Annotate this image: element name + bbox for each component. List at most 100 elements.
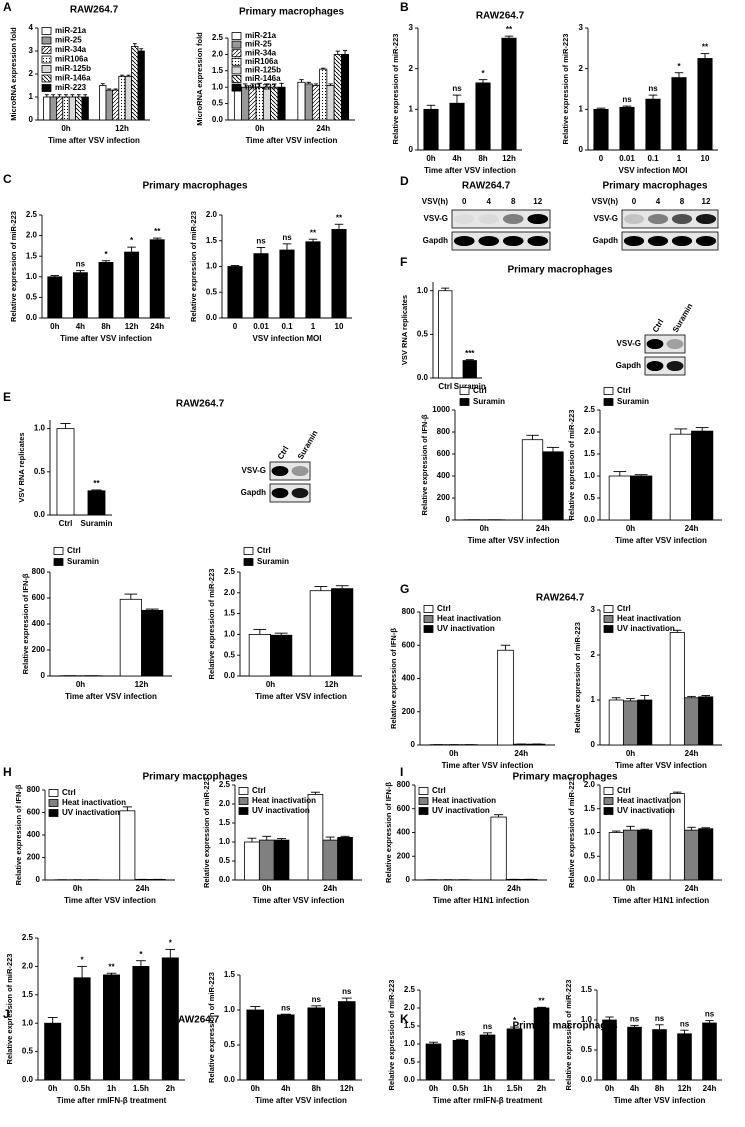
- y-tick-label: 200: [437, 493, 451, 502]
- legend-label: UV inactivation: [617, 806, 675, 815]
- bar: [246, 1009, 265, 1081]
- y-tick-label: 800: [32, 567, 46, 576]
- blot-band: [671, 235, 693, 247]
- x-tick-label: 0h: [73, 884, 82, 893]
- x-tick-label: 0: [599, 154, 604, 163]
- y-axis-label: Relative expression of IFN-β: [384, 782, 393, 883]
- blot-column-header: VSV(h): [592, 197, 619, 206]
- x-tick-label: 8h: [312, 1084, 321, 1093]
- y-axis-label: Relative expression of IFN-β: [389, 628, 398, 729]
- blot-column-header: VSV(h): [422, 197, 449, 206]
- y-tick-label: 1.5: [404, 1021, 416, 1030]
- bar: [698, 828, 714, 881]
- y-tick-label: 1.5: [212, 66, 224, 75]
- y-tick-label: 1.5: [22, 990, 34, 999]
- bar: [227, 266, 243, 319]
- bar: [56, 96, 64, 121]
- x-tick-label: 12h: [125, 322, 139, 331]
- blot-column-label: 4: [656, 197, 661, 206]
- y-tick-label: 1.5: [26, 251, 38, 260]
- panel-title: RAW264.7: [171, 1015, 220, 1026]
- bar: [630, 475, 653, 521]
- panel-title: Primary macrophages: [512, 772, 617, 783]
- x-tick-label: 0h: [605, 1084, 614, 1093]
- y-tick-label: 1.5: [584, 804, 596, 813]
- y-axis-label: Relative expression of miR-223: [5, 954, 14, 1065]
- y-axis-label: Relative expression of miR-223: [567, 777, 576, 888]
- y-tick-label: 1.5: [206, 236, 218, 245]
- y-tick-label: 200: [397, 851, 411, 860]
- significance-label: **: [108, 962, 115, 971]
- y-tick-label: 2.0: [219, 799, 231, 808]
- blot-band: [502, 235, 524, 247]
- legend-label: miR-125b: [55, 64, 91, 73]
- legend-label: Heat inactivation: [432, 796, 496, 805]
- blot-band: [291, 487, 309, 499]
- x-tick-label: 24h: [316, 124, 330, 133]
- x-axis-label: Time after VSV infection: [615, 536, 707, 545]
- legend-swatch: [423, 615, 434, 623]
- y-tick-label: 1: [591, 695, 596, 704]
- x-tick-label: 4h: [452, 154, 461, 163]
- bar: [307, 1007, 326, 1081]
- x-tick-label: 0h: [480, 524, 489, 533]
- bar: [475, 82, 491, 151]
- x-tick-label: 12h: [678, 1084, 692, 1093]
- panel-letter: D: [400, 174, 409, 188]
- legend-label: miR-146a: [245, 74, 281, 83]
- legend-label: Ctrl: [67, 546, 81, 555]
- y-tick-label: 1: [409, 104, 414, 113]
- y-axis-label: Relative expression of miR-223: [207, 972, 216, 1083]
- y-tick-label: 0.5: [212, 99, 224, 108]
- bar: [119, 810, 136, 881]
- bar: [637, 829, 653, 881]
- y-tick-label: 2.0: [206, 210, 218, 219]
- y-tick-label: 200: [27, 853, 41, 862]
- legend-swatch: [231, 32, 242, 40]
- blot-strip: [451, 209, 551, 229]
- bar: [233, 86, 243, 121]
- y-tick-label: 1.0: [581, 1015, 593, 1024]
- panel-letter: E: [3, 390, 11, 404]
- y-tick-label: 0.5: [206, 287, 218, 296]
- significance-label: **: [506, 25, 513, 34]
- x-axis-label: VSV infection MOI: [253, 334, 322, 343]
- blot-row-label: VSV-G: [617, 339, 641, 348]
- y-tick-label: 1.0: [212, 82, 224, 91]
- blot-row-label: Gapdh: [616, 361, 641, 370]
- bar: [149, 239, 165, 319]
- y-tick-label: 1.0: [219, 837, 231, 846]
- y-tick-label: 2.0: [584, 427, 596, 436]
- bar: [253, 253, 269, 319]
- x-tick-label: 0h: [626, 749, 635, 758]
- significance-label: **: [310, 228, 317, 237]
- x-axis-label: VSV infection MOI: [619, 166, 688, 175]
- x-tick-label: 24h: [514, 749, 528, 758]
- legend-label: miR-21a: [245, 31, 277, 40]
- legend-swatch: [41, 84, 52, 92]
- y-tick-label: 0.5: [584, 493, 596, 502]
- x-tick-label: 4h: [630, 1084, 639, 1093]
- y-tick-label: 1.0: [224, 630, 236, 639]
- blot-title: Primary macrophages: [602, 181, 707, 192]
- significance-label: *: [130, 236, 134, 245]
- x-tick-label: 24h: [323, 884, 337, 893]
- y-tick-label: 0.0: [219, 875, 231, 884]
- y-tick-label: 2.5: [26, 210, 38, 219]
- legend-swatch: [243, 558, 254, 566]
- x-axis-label: Time after VSV infection: [60, 334, 152, 343]
- y-axis-label: VSV RNA replicates: [400, 295, 409, 365]
- panel-letter: C: [3, 172, 12, 186]
- y-tick-label: 0.5: [22, 1047, 34, 1056]
- bar: [141, 609, 164, 677]
- blot-column-label: Ctrl: [276, 445, 291, 461]
- bar: [683, 697, 700, 746]
- bar: [44, 1022, 62, 1081]
- x-tick-label: 0h: [443, 884, 452, 893]
- y-tick-label: 2.5: [404, 985, 416, 994]
- significance-label: *: [677, 62, 681, 71]
- panel-letter: I: [400, 765, 403, 779]
- bar: [608, 832, 624, 881]
- x-tick-label: 24h: [536, 524, 550, 533]
- legend-swatch: [231, 83, 242, 92]
